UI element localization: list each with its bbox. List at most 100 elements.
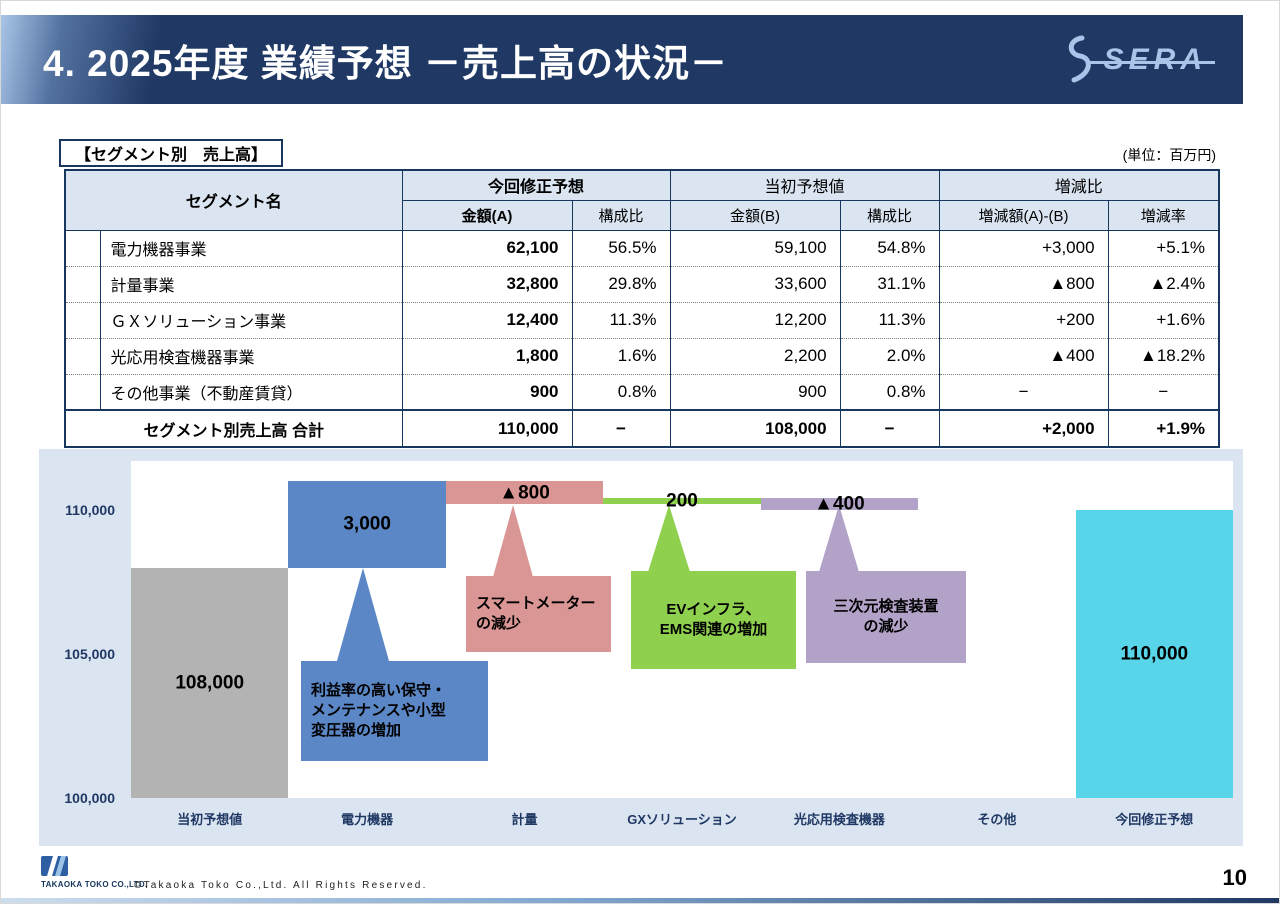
table-row: 光応用検査機器事業 1,800 1.6% 2,200 2.0% ▲400 ▲18.2%	[64, 337, 1220, 374]
col-header-change-rate: 増減率	[1107, 199, 1220, 231]
waterfall-plot: 利益率の高い保守・ メンテナンスや小型 変圧器の増加 スマートメーター の減少 …	[131, 461, 1233, 798]
header-band: 4. 2025年度 業績予想 －売上高の状況－ SERA	[1, 15, 1243, 104]
copyright-text: ©Takaoka Toko Co.,Ltd. All Rights Reserv…	[134, 880, 428, 891]
segment-value: 0.8%	[839, 373, 940, 410]
company-name: TAKAOKA TOKO CO.,LTD.	[41, 880, 148, 889]
waterfall-bar-7	[1075, 509, 1233, 798]
waterfall-bar-5	[760, 498, 919, 510]
bar-value-label: 3,000	[343, 513, 391, 535]
callout-gx-solution: EVインフラ、 EMS関連の増加	[631, 571, 796, 669]
bar-value-label: 110,000	[1120, 643, 1189, 665]
segment-value: 11.3%	[839, 301, 940, 338]
y-axis-tick: 110,000	[65, 501, 115, 518]
bar-value-label: ▲400	[814, 493, 865, 515]
segment-value: +1.6%	[1107, 301, 1220, 338]
total-ratio-a: −	[571, 409, 671, 447]
segment-value: 33,600	[669, 265, 841, 302]
segment-name: 光応用検査機器事業	[99, 337, 403, 374]
col-header-change-amount: 増減額(A)-(B)	[938, 199, 1109, 231]
table-row: その他事業（不動産賃貸） 900 0.8% 900 0.8% − −	[64, 373, 1220, 410]
segment-value: ▲18.2%	[1107, 337, 1220, 374]
x-axis-label: その他	[977, 812, 1017, 827]
callout-pointer-gx-solution	[648, 505, 690, 572]
row-indent-cell	[64, 301, 101, 338]
total-label: セグメント別売上高 合計	[64, 409, 403, 447]
callout-gx-solution-text: EVインフラ、 EMS関連の増加	[659, 601, 768, 638]
x-axis-label: 光応用検査機器	[793, 812, 885, 827]
segment-value: 29.8%	[571, 265, 671, 302]
segment-name: 電力機器事業	[99, 229, 403, 266]
waterfall-bar-2	[288, 481, 446, 568]
sera-squiggle-icon	[1068, 35, 1091, 82]
page-title: 4. 2025年度 業績予想 －売上高の状況－	[43, 42, 729, 84]
row-indent-cell	[64, 373, 101, 410]
total-change-amount: +2,000	[938, 409, 1109, 447]
segment-value: 56.5%	[571, 229, 671, 266]
segment-value: 31.1%	[839, 265, 940, 302]
segment-value: +200	[938, 301, 1109, 338]
total-ratio-b: −	[839, 409, 940, 447]
segment-value: 11.3%	[571, 301, 671, 338]
segment-table: セグメント名 今回修正予想 当初予想値 増減比 金額(A) 構成比 金額(B) …	[64, 169, 1221, 448]
y-axis-tick: 100,000	[64, 790, 115, 806]
col-header-amount-a: 金額(A)	[401, 199, 573, 231]
waterfall-chart: 110,000 105,000 100,000 利益率の高い保守・ メンテナンスや小…	[39, 449, 1243, 846]
table-caption: 【セグメント別 売上高】	[59, 139, 284, 167]
segment-value: 32,800	[401, 265, 573, 302]
segment-value: −	[1107, 373, 1220, 410]
callout-power-devices-text: 利益率の高い保守・ メンテナンスや小型 変圧器の増加	[311, 682, 447, 739]
takaoka-toko-logo: TAKAOKA TOKO CO.,LTD.	[41, 854, 147, 889]
row-indent-cell	[64, 265, 101, 302]
segment-value: −	[938, 373, 1109, 410]
col-group-revised-forecast: 今回修正予想	[401, 169, 671, 201]
segment-value: +5.1%	[1107, 229, 1220, 266]
callout-pointer-power-devices	[337, 568, 389, 661]
unit-note: (単位：百万円)	[1122, 147, 1216, 163]
segment-value: 900	[401, 373, 573, 410]
col-header-ratio-b: 構成比	[839, 199, 940, 231]
segment-value: 2,200	[669, 337, 841, 374]
col-header-segment: セグメント名	[64, 169, 403, 231]
waterfall-bar-3	[445, 481, 604, 505]
bar-value-label: ▲800	[499, 482, 550, 504]
callout-metering: スマートメーター の減少	[466, 576, 611, 652]
waterfall-bar-4	[603, 498, 761, 505]
x-axis-label: 今回修正予想	[1115, 812, 1194, 827]
waterfall-bar-1	[131, 567, 289, 798]
segment-value: 900	[669, 373, 841, 410]
segment-value: ▲800	[938, 265, 1109, 302]
segment-name: 計量事業	[99, 265, 403, 302]
y-axis: 110,000 105,000 100,000	[43, 461, 123, 806]
col-header-ratio-a: 構成比	[571, 199, 671, 231]
segment-table-body: 電力機器事業 62,100 56.5% 59,100 54.8% +3,000 +5.1% 計…	[64, 229, 1220, 410]
segment-value: 12,400	[401, 301, 573, 338]
segment-value: 1,800	[401, 337, 573, 374]
bar-value-label: 200	[666, 490, 698, 512]
segment-value: 12,200	[669, 301, 841, 338]
x-axis-label: 当初予想値	[177, 812, 243, 827]
sera-logo: SERA	[1060, 33, 1216, 87]
x-axis: 当初予想値 電力機器 計量 GXソリューション 光応用検査機器 その他 今回修正予想	[131, 801, 1233, 835]
bar-value-label: 108,000	[175, 672, 245, 694]
table-row: 電力機器事業 62,100 56.5% 59,100 54.8% +3,000 +5.1%	[64, 229, 1220, 266]
segment-value: ▲400	[938, 337, 1109, 374]
segment-value: 2.0%	[839, 337, 940, 374]
x-axis-label: 電力機器	[341, 812, 394, 827]
total-change-rate: +1.9%	[1107, 409, 1220, 447]
x-axis-label: GXソリューション	[627, 812, 737, 827]
callout-pointer-optical-inspection	[819, 505, 859, 572]
table-row: 計量事業 32,800 29.8% 33,600 31.1% ▲800 ▲2.4%	[64, 265, 1220, 302]
table-header-groups: セグメント名 今回修正予想 当初予想値 増減比	[64, 169, 1220, 231]
total-amount-a: 110,000	[401, 409, 573, 447]
callout-metering-text: スマートメーター の減少	[476, 595, 596, 632]
col-header-amount-b: 金額(B)	[669, 199, 841, 231]
segment-name: その他事業（不動産賃貸）	[99, 373, 403, 410]
row-indent-cell	[64, 229, 101, 266]
segment-value: 62,100	[401, 229, 573, 266]
y-axis-tick: 105,000	[64, 645, 115, 662]
total-amount-b: 108,000	[669, 409, 841, 447]
row-indent-cell	[64, 337, 101, 374]
x-axis-label: 計量	[511, 812, 538, 827]
segment-value: 54.8%	[839, 229, 940, 266]
